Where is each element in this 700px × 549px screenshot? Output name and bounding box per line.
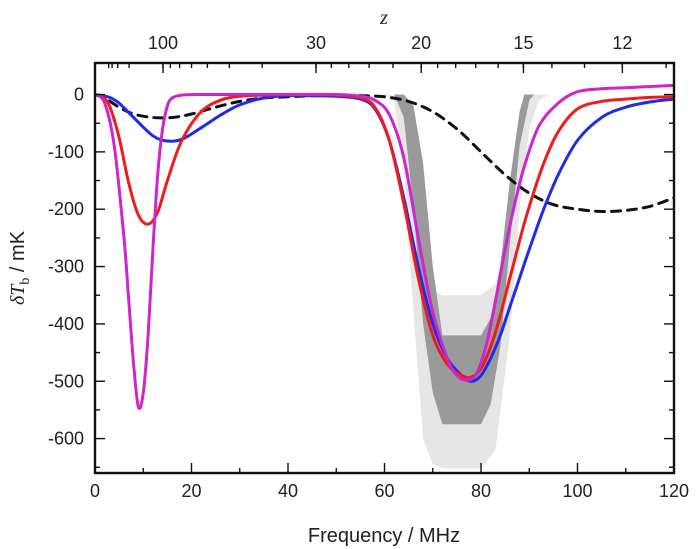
series-red — [95, 92, 674, 380]
y-tick-label: 0 — [74, 85, 84, 105]
top-tick-label: 12 — [612, 33, 632, 53]
ticks-layer: 0 20 40 60 80 100 120 0 -100 -200 -300 -400 -500 -600… — [48, 33, 689, 501]
x-tick-label: 80 — [471, 481, 491, 501]
x-tick-label: 100 — [562, 481, 592, 501]
y-tick-label: -100 — [48, 142, 84, 162]
plot-frame — [93, 61, 676, 475]
x-tick-label: 0 — [90, 481, 100, 501]
x-tick-label: 120 — [659, 481, 689, 501]
bands-layer — [95, 94, 674, 469]
top-tick-label: 100 — [148, 33, 178, 53]
outer-band — [95, 94, 674, 469]
x-tick-label: 40 — [278, 481, 298, 501]
y-axis-title: δTb / mK — [7, 230, 33, 305]
series-layer — [95, 83, 674, 411]
top-tick-label: 20 — [411, 33, 431, 53]
y-axis-title-unit: / mK — [7, 230, 29, 277]
inner-band — [95, 94, 674, 425]
y-tick-label: -600 — [48, 429, 84, 449]
x-axis-title: Frequency / MHz — [308, 525, 460, 547]
top-tick-label: 30 — [306, 33, 326, 53]
y-tick-label: -500 — [48, 371, 84, 391]
y-tick-label: -200 — [48, 199, 84, 219]
y-tick-label: -400 — [48, 314, 84, 334]
series-dashed-black — [95, 93, 674, 214]
top-tick-label: 15 — [513, 33, 533, 53]
y-axis-title-main: δT — [7, 283, 29, 305]
y-axis-title-sub: b — [18, 278, 33, 285]
top-axis-title: z — [379, 7, 388, 29]
y-tick-label: -300 — [48, 257, 84, 277]
x-tick-label: 60 — [374, 481, 394, 501]
series-magenta — [95, 83, 674, 411]
x-tick-label: 20 — [181, 481, 201, 501]
